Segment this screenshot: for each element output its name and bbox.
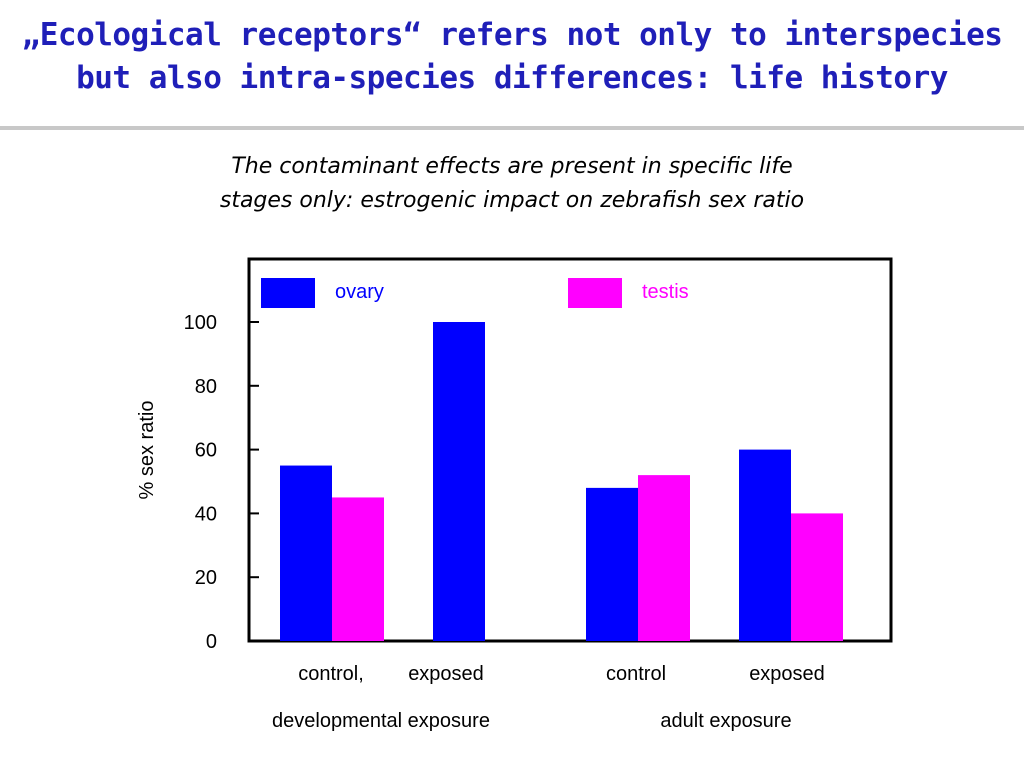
x-group-label: developmental exposure: [272, 710, 490, 732]
legend-label-testis: testis: [642, 281, 689, 303]
y-tick-label: 100: [184, 312, 217, 334]
x-group-label: adult exposure: [660, 710, 791, 732]
x-category-label: exposed: [749, 663, 825, 685]
y-tick-label: 20: [195, 567, 217, 589]
legend-swatch-testis: [568, 278, 622, 308]
chart-subtitle: The contaminant effects are present in s…: [0, 150, 1024, 218]
slide-title: „Ecological receptors“ refers not only t…: [0, 14, 1024, 100]
x-axis-labels: control, exposed control exposed development…: [272, 663, 825, 732]
bar-ovary-4: [739, 449, 791, 641]
bar-testis-1: [332, 497, 384, 641]
y-tick-label: 40: [195, 503, 217, 525]
subtitle-line-2: stages only: estrogenic impact on zebraf…: [219, 188, 805, 213]
bar-testis-4: [791, 513, 843, 641]
bars: [280, 322, 843, 641]
x-category-label: control,: [298, 663, 364, 685]
x-category-label: control: [606, 663, 666, 685]
bar-ovary-3: [586, 487, 638, 641]
slide-title-line-2: but also intra-species differences: life…: [76, 60, 948, 96]
y-tick-label: 0: [206, 631, 217, 653]
legend: ovary testis: [261, 278, 689, 308]
legend-swatch-ovary: [261, 278, 315, 308]
legend-label-ovary: ovary: [335, 281, 384, 303]
y-tick-label: 80: [195, 376, 217, 398]
y-tick-label: 60: [195, 440, 217, 462]
x-category-label: exposed: [408, 663, 484, 685]
bar-ovary-1: [280, 465, 332, 641]
y-axis: 0 20 40 60 80 100: [184, 312, 259, 653]
subtitle-line-1: The contaminant effects are present in s…: [231, 154, 793, 179]
slide-title-line-1: „Ecological receptors“ refers not only t…: [21, 17, 1003, 53]
y-axis-label: % sex ratio: [136, 401, 158, 500]
bar-testis-3: [638, 475, 690, 641]
bar-ovary-2: [433, 322, 485, 641]
title-divider: [0, 126, 1024, 130]
